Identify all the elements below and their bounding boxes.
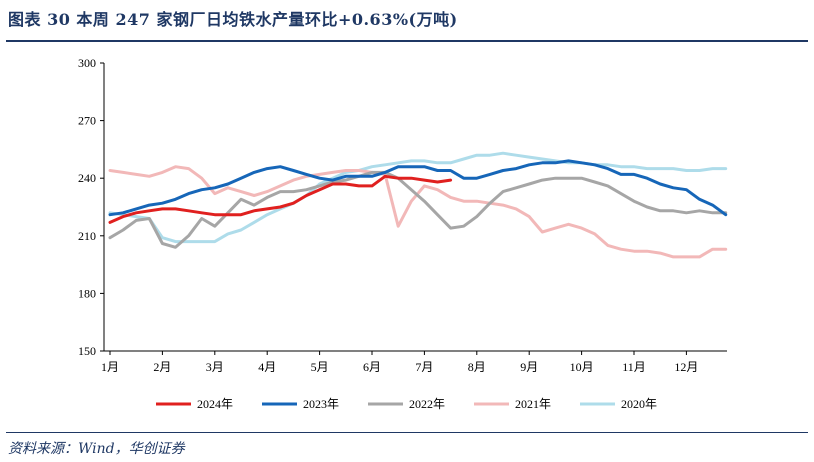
series-line-2020年 bbox=[108, 151, 728, 244]
figure-title: 图表 30 本周 247 家钢厂日均铁水产量环比+0.63%(万吨) bbox=[8, 10, 458, 29]
series-line-2023年 bbox=[108, 159, 728, 217]
x-tick-label: 4月 bbox=[258, 360, 276, 374]
y-tick-label: 300 bbox=[78, 56, 96, 70]
y-tick-label: 240 bbox=[78, 171, 96, 185]
y-tick-label: 150 bbox=[78, 344, 96, 358]
x-tick-label: 7月 bbox=[415, 360, 433, 374]
x-tick-label: 6月 bbox=[363, 360, 381, 374]
axes: 300 270 240 210 180 150 1月 2月 3月 4月 5月 6月 7月 8月 9月 10月 1… bbox=[78, 56, 727, 374]
x-tick-label: 3月 bbox=[206, 360, 224, 374]
line-chart: 300 270 240 210 180 150 1月 2月 3月 4月 5月 6月 7月 8月 9月 10月 1… bbox=[78, 56, 728, 411]
series-line-2024年 bbox=[108, 174, 453, 224]
series-lines bbox=[108, 151, 728, 259]
x-tick-label: 12月 bbox=[674, 360, 698, 374]
x-tick-label: 11月 bbox=[622, 360, 646, 374]
legend-label: 2021年 bbox=[515, 397, 551, 411]
x-tick-label: 1月 bbox=[101, 360, 119, 374]
x-tick-label: 10月 bbox=[570, 360, 594, 374]
legend-label: 2020年 bbox=[621, 397, 657, 411]
source-note: 资料来源：Wind，华创证券 bbox=[8, 441, 185, 457]
legend-label: 2023年 bbox=[303, 397, 339, 411]
x-tick-label: 9月 bbox=[520, 360, 538, 374]
x-tick-label: 8月 bbox=[468, 360, 486, 374]
legend-label: 2024年 bbox=[197, 397, 233, 411]
x-tick-label: 5月 bbox=[311, 360, 329, 374]
title-rule bbox=[6, 40, 808, 42]
source-rule bbox=[6, 432, 808, 433]
legend: 2024年 2023年 2022年 2021年 2020年 bbox=[156, 397, 657, 411]
series-line-2022年 bbox=[108, 170, 728, 249]
y-tick-label: 270 bbox=[78, 114, 96, 128]
legend-label: 2022年 bbox=[409, 397, 445, 411]
x-tick-label: 2月 bbox=[153, 360, 171, 374]
y-tick-label: 180 bbox=[78, 286, 96, 300]
y-tick-label: 210 bbox=[78, 229, 96, 243]
